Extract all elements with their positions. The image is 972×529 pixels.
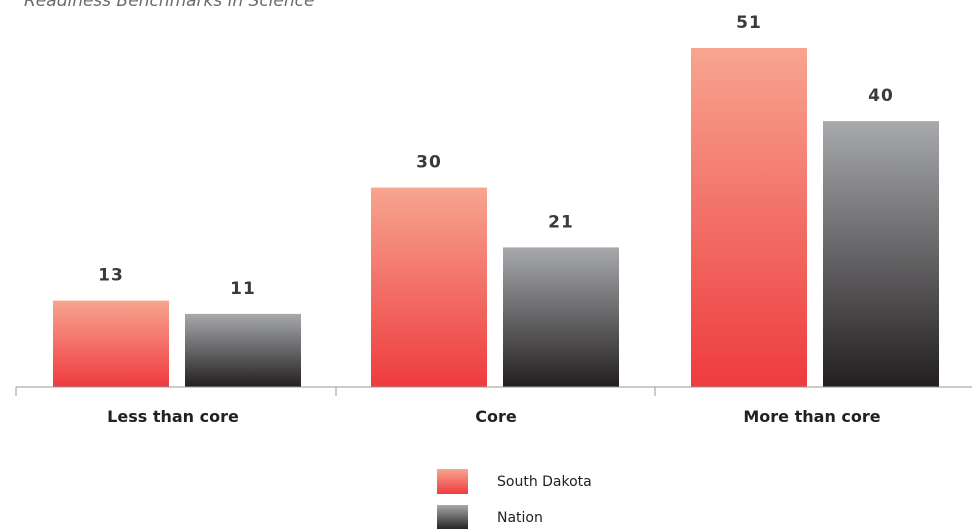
bars-layer [53, 48, 939, 387]
legend-swatch-nation [437, 505, 468, 529]
category-label-core: Core [475, 407, 517, 426]
category-labels-layer: Less than core Core More than core [107, 407, 881, 426]
value-label-south-dakota-less-than-core: 13 [98, 266, 124, 286]
bar-nation-more-than-core [823, 121, 939, 387]
value-label-south-dakota-more-than-core: 51 [736, 13, 762, 33]
bar-nation-less-than-core [185, 313, 301, 387]
value-label-nation-core: 21 [548, 212, 574, 232]
legend-label-nation: Nation [497, 510, 543, 526]
x-axis: Less than core Core More than core [15, 386, 972, 426]
category-label-more-than-core: More than core [743, 407, 880, 426]
chart-title: Readiness Benchmarks in Science [24, 0, 314, 11]
value-labels-layer: 13 11 30 21 51 40 [98, 13, 894, 299]
legend-label-south-dakota: South Dakota [497, 474, 592, 490]
bar-south-dakota-core [371, 187, 487, 387]
value-label-south-dakota-core: 30 [416, 153, 442, 173]
value-label-nation-less-than-core: 11 [230, 279, 256, 299]
bar-nation-core [503, 247, 619, 387]
bar-south-dakota-more-than-core [691, 48, 807, 387]
legend: South Dakota Nation [437, 469, 592, 529]
legend-swatch-south-dakota [437, 469, 468, 494]
x-ticks-layer [15, 387, 656, 396]
bar-south-dakota-less-than-core [53, 300, 169, 387]
category-label-less-than-core: Less than core [107, 407, 239, 426]
value-label-nation-more-than-core: 40 [868, 86, 894, 106]
